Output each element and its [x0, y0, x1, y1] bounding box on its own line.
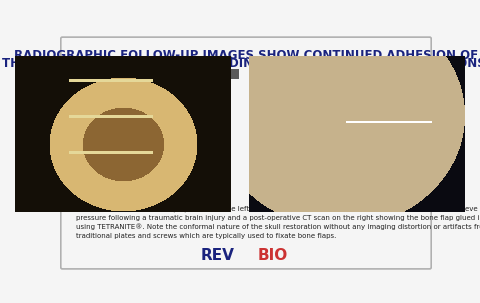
- Text: PRE-OP CT SCAN: PRE-OP CT SCAN: [113, 70, 198, 78]
- FancyBboxPatch shape: [72, 69, 239, 79]
- Text: TETRANITE FILLS
KERF LINE VOIDS: TETRANITE FILLS KERF LINE VOIDS: [290, 109, 390, 133]
- Text: IMMEDIATE POST-OP CT SCAN: IMMEDIATE POST-OP CT SCAN: [261, 70, 412, 78]
- Text: REV: REV: [201, 248, 234, 263]
- FancyBboxPatch shape: [61, 37, 431, 269]
- Text: RADIOGRAPHIC FOLLOW-UP IMAGES SHOW CONTINUED ADHESION OF: RADIOGRAPHIC FOLLOW-UP IMAGES SHOW CONTI…: [14, 49, 478, 62]
- FancyBboxPatch shape: [253, 69, 420, 79]
- Text: BIO: BIO: [258, 248, 288, 263]
- Text: The computed tomography (CT) image on the left shows the patient with the bone f: The computed tomography (CT) image on th…: [75, 206, 480, 239]
- Text: THE BONE FLAP TO THE SURROUNDING SKULL WITH NO COMPLICATIONS.: THE BONE FLAP TO THE SURROUNDING SKULL W…: [2, 57, 480, 70]
